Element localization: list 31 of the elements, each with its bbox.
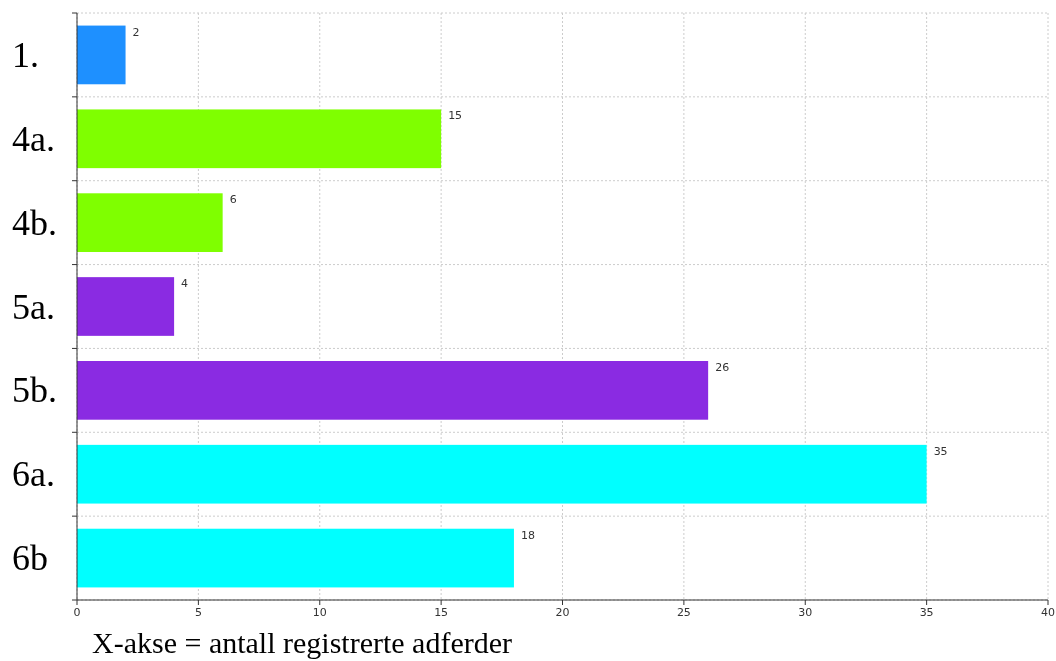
bar <box>77 277 175 336</box>
bar <box>77 25 126 85</box>
data-label: 26 <box>715 361 730 375</box>
bar <box>77 193 223 252</box>
y-tick-label: 4b. <box>12 202 57 243</box>
y-tick-label: 6b <box>12 538 48 579</box>
bar <box>77 528 514 588</box>
x-axis-title: X-akse = antall registrerte adferder <box>92 626 513 659</box>
y-tick-label: 5a. <box>12 286 55 327</box>
x-tick-label: 10 <box>312 606 327 619</box>
data-label: 6 <box>229 193 237 207</box>
data-label: 2 <box>132 25 140 39</box>
bar <box>77 444 927 504</box>
y-tick-label: 1. <box>12 34 39 75</box>
x-tick-label: 40 <box>1041 606 1055 619</box>
bar <box>77 109 442 169</box>
x-tick-label: 25 <box>676 606 691 619</box>
x-tick-label: 35 <box>919 606 934 619</box>
x-tick-label: 20 <box>555 606 570 619</box>
x-tick-label: 15 <box>434 606 449 619</box>
y-tick-label: 6a. <box>12 454 55 495</box>
bar <box>77 361 709 420</box>
data-label: 15 <box>448 109 463 123</box>
data-label: 35 <box>933 444 948 458</box>
x-tick-label: 0 <box>73 606 81 619</box>
y-tick-label: 4a. <box>12 118 55 159</box>
x-tick-label: 5 <box>194 606 202 619</box>
data-label: 18 <box>520 528 535 542</box>
y-tick-label: 5b. <box>12 370 57 411</box>
data-label: 4 <box>181 277 189 291</box>
x-tick-label: 30 <box>798 606 813 619</box>
